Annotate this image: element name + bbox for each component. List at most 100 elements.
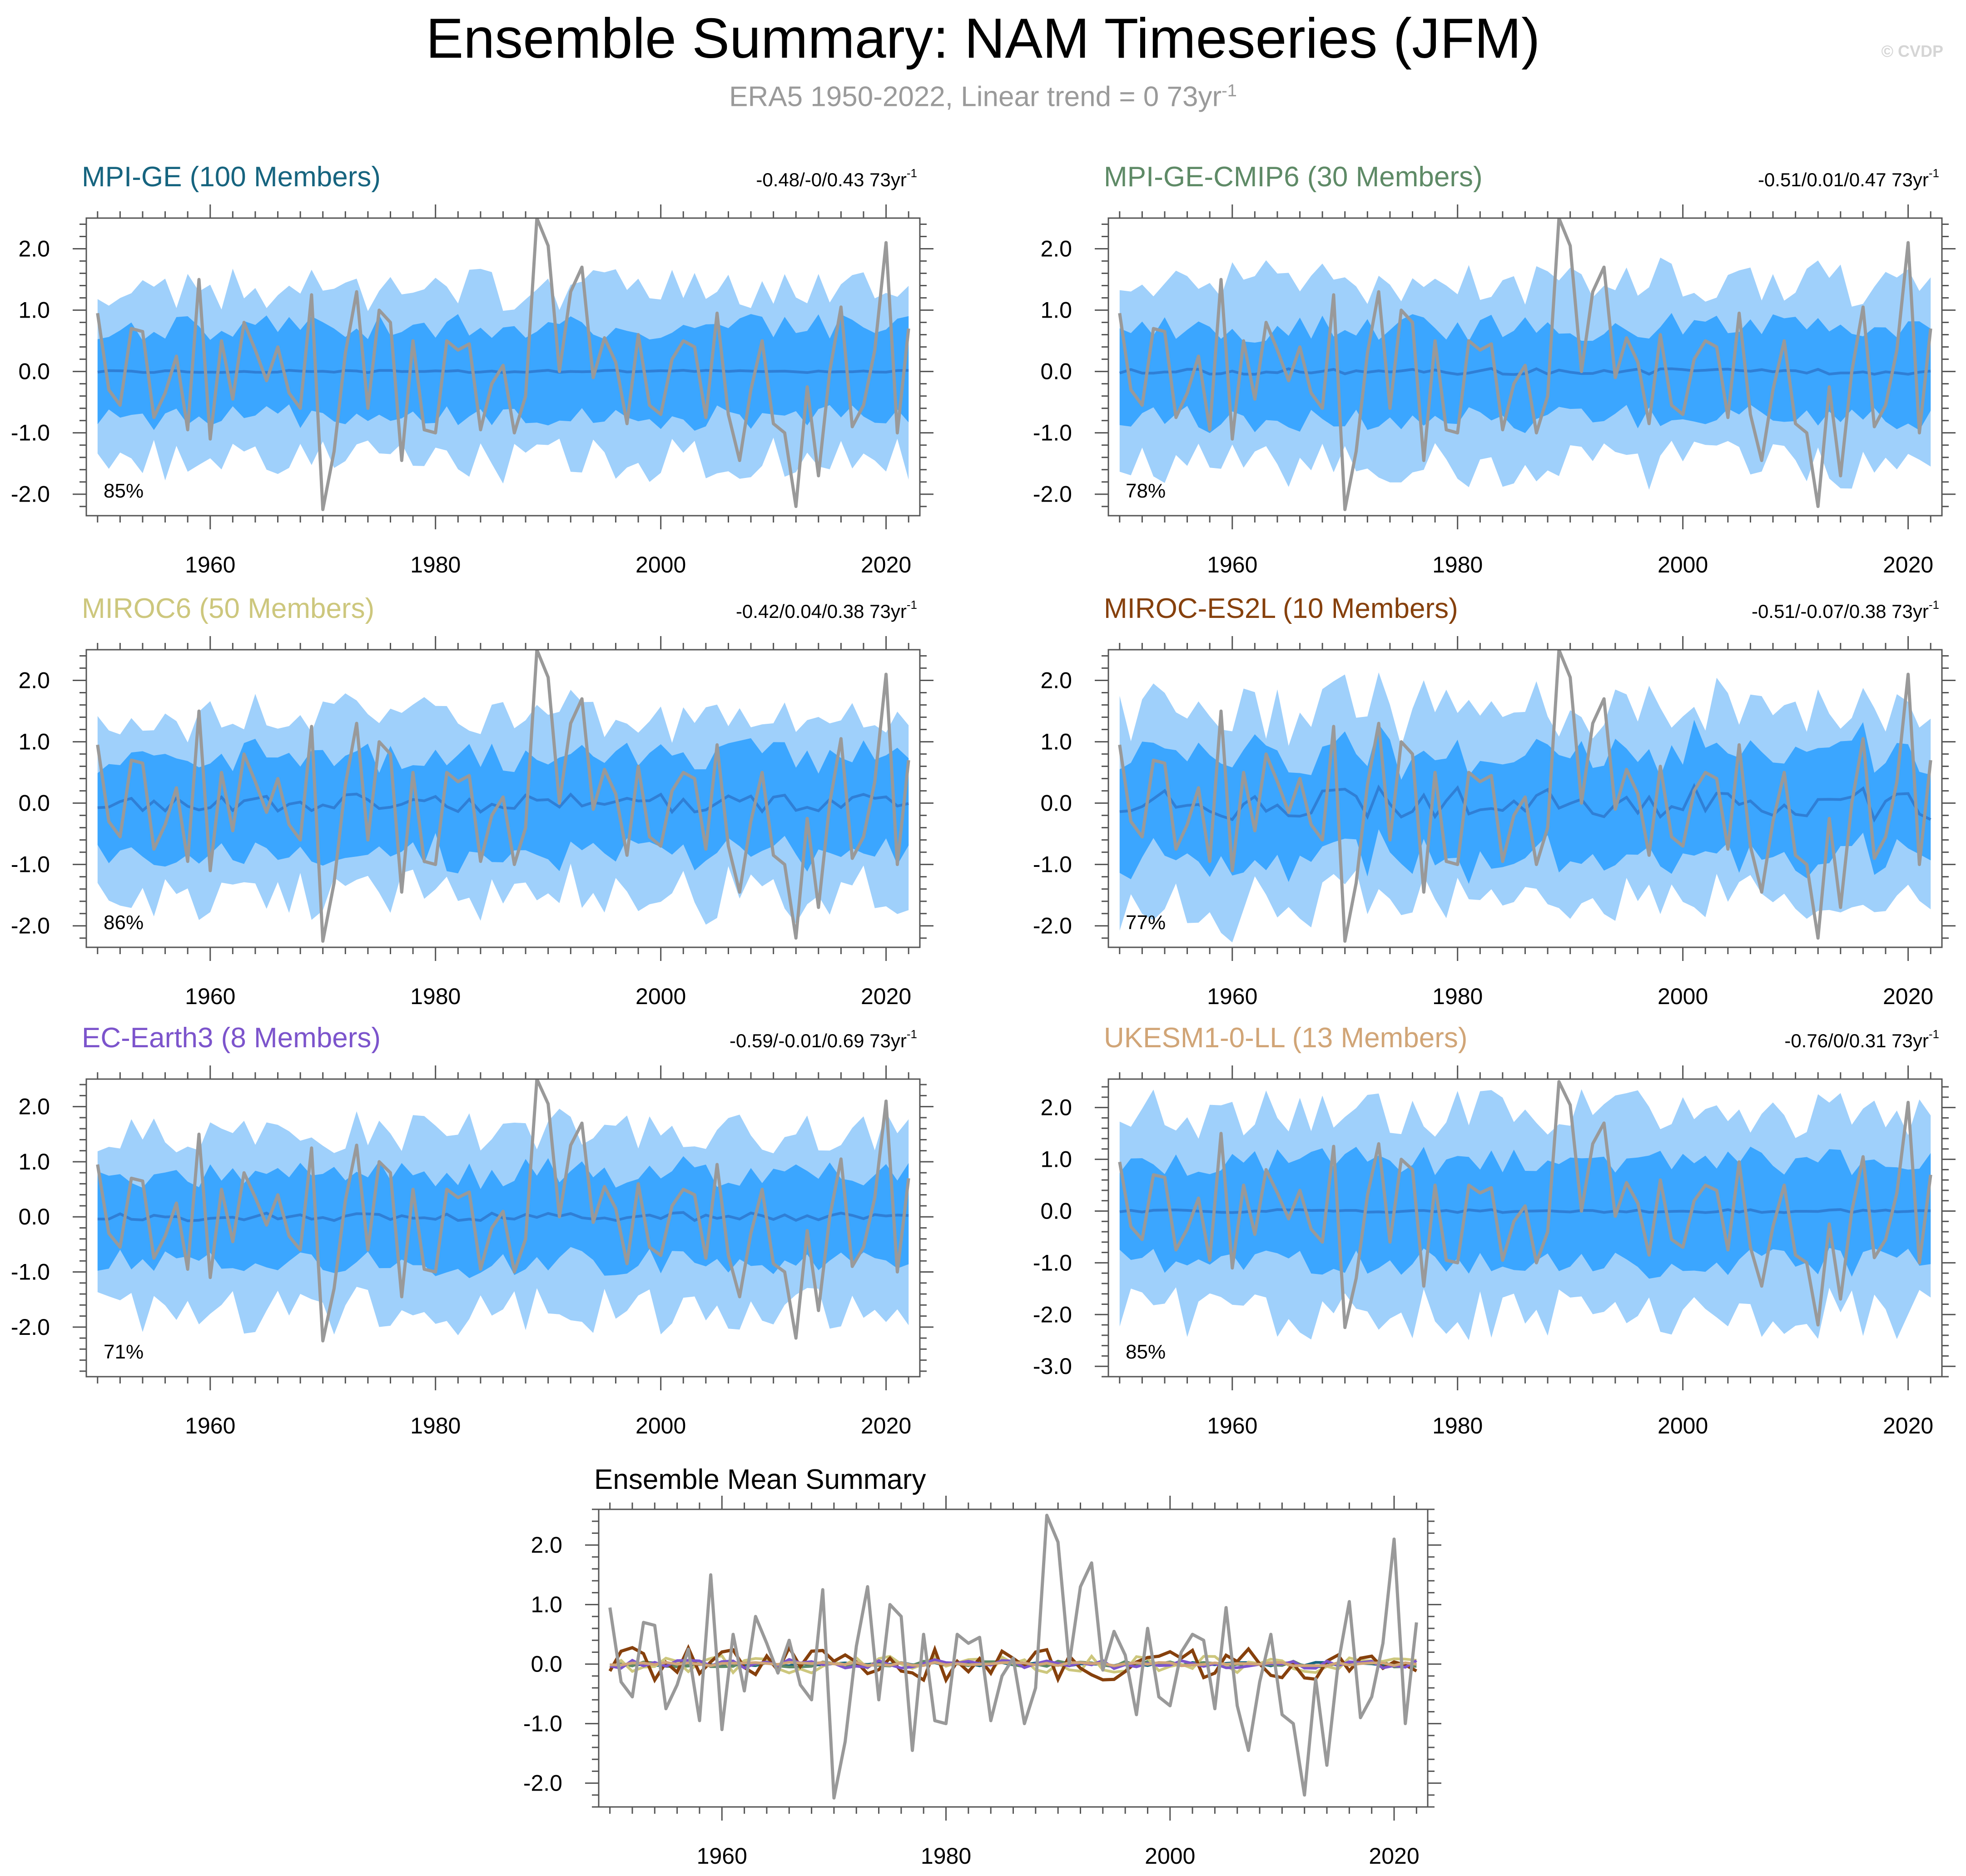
panel-mpi-ge-cmip6: -2.0 -1.0 0.0 1.0 2.0 1960 1980 2000 2020 MPI-GE-…	[1033, 161, 1956, 577]
x-tick-label: 2020	[1883, 552, 1933, 577]
y-tick-label: -2.0	[523, 1771, 562, 1796]
x-tick-label: 2000	[635, 552, 686, 577]
trend-value: -0.42/0.04/0.38 73yr	[736, 601, 907, 622]
trend-exponent: -1	[1929, 1027, 1939, 1041]
x-tick-label: 1960	[185, 984, 235, 1009]
y-tick-label: 0.0	[18, 359, 50, 384]
y-tick-label: -1.0	[1033, 852, 1072, 877]
plot-area-mpi-ge	[96, 218, 910, 511]
trend-value: -0.48/-0/0.43 73yr	[756, 169, 907, 190]
y-tick-label: 0.0	[18, 791, 50, 816]
trend-value: -0.76/0/0.31 73yr	[1784, 1030, 1929, 1051]
y-tick-label: -2.0	[1033, 482, 1072, 507]
y-tick-label: 1.0	[18, 1149, 50, 1174]
subtitle-exponent: -1	[1221, 81, 1237, 100]
panel-ensemble-mean-summary: -2.0 -1.0 0.0 1.0 2.0 1960 1980 2000 2020 Ensembl…	[523, 1464, 1441, 1869]
y-tick-label: -1.0	[11, 1259, 50, 1285]
trend-label: -0.48/-0/0.43 73yr-1	[756, 166, 917, 190]
y-tick-label: -2.0	[11, 913, 50, 939]
x-tick-label: 2000	[1658, 984, 1708, 1009]
percent-label: 85%	[104, 480, 144, 502]
y-tick-label: -2.0	[11, 482, 50, 507]
ensemble-mean-line	[1119, 783, 1931, 823]
observed-era5-line	[608, 1513, 1418, 1800]
trend-exponent: -1	[907, 166, 917, 180]
plot-area-ukesm1-0-ll	[1118, 1080, 1932, 1340]
x-tick-label: 2020	[1369, 1843, 1419, 1869]
x-tick-label: 1960	[185, 552, 235, 577]
subtitle: ERA5 1950-2022, Linear trend = 0 73yr-1	[0, 73, 1966, 115]
cvdp-watermark: © CVDP	[1881, 42, 1943, 60]
plot-area-miroc-es2l	[1118, 650, 1932, 943]
panel-miroc-es2l: -2.0 -1.0 0.0 1.0 2.0 1960 1980 2000 2020 MIROC-E…	[1033, 593, 1956, 1009]
trend-label: -0.76/0/0.31 73yr-1	[1784, 1027, 1939, 1051]
panel-ukesm1-0-ll: -3.0 -2.0 -1.0 0.0 1.0 2.0 1960 1980 2000 2020 UKE…	[1033, 1022, 1956, 1438]
ensemble-mean-line	[97, 792, 909, 815]
y-tick-label: -1.0	[11, 852, 50, 877]
x-tick-label: 1980	[410, 1413, 461, 1438]
y-tick-label: 1.0	[1040, 298, 1072, 323]
percent-label: 71%	[104, 1341, 144, 1363]
panel-title: MPI-GE (100 Members)	[82, 161, 381, 193]
trend-exponent: -1	[907, 598, 917, 612]
trend-value: -0.51/0.01/0.47 73yr	[1758, 169, 1929, 190]
plot-area-ec-earth3	[96, 1079, 910, 1343]
observed-era5-line	[96, 218, 910, 511]
x-tick-label: 2020	[1883, 1413, 1933, 1438]
x-tick-label: 2000	[635, 1413, 686, 1438]
x-tick-label: 1980	[410, 552, 461, 577]
panel-title: UKESM1-0-LL (13 Members)	[1104, 1022, 1468, 1054]
observed-era5-line	[96, 1079, 910, 1343]
panel-title: Ensemble Mean Summary	[594, 1464, 926, 1495]
subtitle-text: ERA5 1950-2022, Linear trend = 0 73yr	[729, 81, 1222, 113]
x-tick-label: 2000	[1658, 1413, 1708, 1438]
x-tick-label: 2000	[635, 984, 686, 1009]
panel-ec-earth3: -2.0 -1.0 0.0 1.0 2.0 1960 1980 2000 2020 EC-Eart…	[11, 1022, 933, 1438]
y-tick-label: -2.0	[11, 1314, 50, 1340]
trend-label: -0.51/0.01/0.47 73yr-1	[1758, 166, 1939, 190]
percent-label: 86%	[104, 911, 144, 934]
x-tick-label: 1980	[921, 1843, 971, 1869]
y-tick-label: 2.0	[18, 1094, 50, 1120]
x-tick-label: 1960	[1207, 984, 1257, 1009]
observed-era5-line	[96, 650, 910, 943]
y-tick-label: 0.0	[18, 1204, 50, 1229]
trend-label: -0.59/-0.01/0.69 73yr-1	[730, 1027, 917, 1051]
y-tick-label: 2.0	[18, 668, 50, 693]
observed-era5-line	[1118, 650, 1932, 943]
y-tick-label: 1.0	[1040, 729, 1072, 755]
y-tick-label: 0.0	[1040, 1198, 1072, 1224]
trend-exponent: -1	[1929, 598, 1939, 612]
y-tick-label: -1.0	[1033, 1250, 1072, 1275]
trend-label: -0.42/0.04/0.38 73yr-1	[736, 598, 917, 622]
x-tick-label: 2000	[1658, 552, 1708, 577]
x-tick-label: 1980	[1432, 552, 1483, 577]
trend-exponent: -1	[1929, 166, 1939, 180]
y-tick-label: 1.0	[18, 729, 50, 755]
x-tick-label: 2020	[1883, 984, 1933, 1009]
trend-value: -0.59/-0.01/0.69 73yr	[730, 1030, 907, 1051]
y-tick-label: 1.0	[531, 1592, 562, 1617]
percent-label: 77%	[1126, 911, 1166, 934]
y-tick-label: 1.0	[1040, 1147, 1072, 1172]
y-tick-label: 2.0	[18, 236, 50, 262]
y-tick-label: 1.0	[18, 298, 50, 323]
x-tick-label: 1980	[1432, 984, 1483, 1009]
plot-area-ensemble-mean-summary	[608, 1513, 1418, 1800]
plot-area-miroc6	[96, 650, 910, 943]
panel-mpi-ge: -2.0 -1.0 0.0 1.0 2.0 1960 1980 2000 2020 MPI-GE …	[11, 161, 933, 577]
trend-exponent: -1	[907, 1027, 917, 1041]
y-tick-label: 0.0	[1040, 359, 1072, 384]
y-tick-label: -1.0	[11, 420, 50, 446]
x-tick-label: 1960	[1207, 552, 1257, 577]
y-tick-label: -1.0	[1033, 420, 1072, 446]
x-tick-label: 2020	[861, 552, 911, 577]
panel-title: MPI-GE-CMIP6 (30 Members)	[1104, 161, 1483, 193]
y-tick-label: 2.0	[1040, 236, 1072, 262]
trend-value: -0.51/-0.07/0.38 73yr	[1752, 601, 1929, 622]
observed-era5-line	[1118, 1080, 1932, 1329]
y-tick-label: -2.0	[1033, 1302, 1072, 1327]
trend-label: -0.51/-0.07/0.38 73yr-1	[1752, 598, 1939, 622]
panel-title: MIROC-ES2L (10 Members)	[1104, 593, 1458, 624]
